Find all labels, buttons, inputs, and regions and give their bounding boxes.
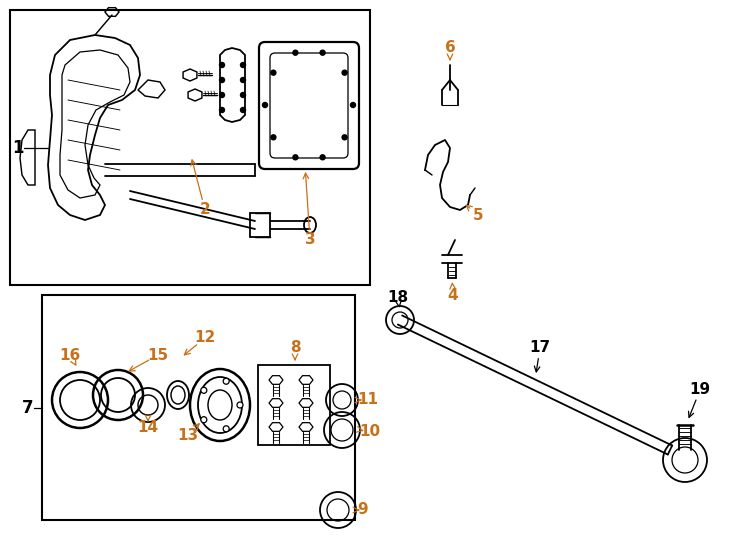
- Circle shape: [293, 155, 298, 160]
- Text: 13: 13: [178, 428, 199, 442]
- Circle shape: [271, 70, 276, 75]
- Text: 2: 2: [200, 202, 211, 218]
- Bar: [42, 295, 355, 520]
- Text: 12: 12: [195, 330, 216, 346]
- Text: 18: 18: [388, 291, 409, 306]
- Text: 17: 17: [529, 341, 550, 355]
- Circle shape: [223, 426, 229, 432]
- Bar: [10, 10, 370, 285]
- Text: 16: 16: [59, 348, 81, 362]
- Text: 3: 3: [305, 233, 316, 247]
- Text: 10: 10: [360, 424, 380, 440]
- Circle shape: [241, 92, 245, 98]
- Circle shape: [223, 378, 229, 384]
- Circle shape: [241, 107, 245, 112]
- Circle shape: [219, 107, 225, 112]
- Bar: [250, 213, 270, 237]
- Circle shape: [201, 417, 207, 423]
- Circle shape: [293, 50, 298, 55]
- Text: 1: 1: [12, 139, 23, 157]
- Text: 15: 15: [148, 348, 169, 362]
- Circle shape: [351, 103, 355, 107]
- Text: 6: 6: [445, 40, 455, 56]
- Text: 4: 4: [448, 287, 458, 302]
- Text: 7: 7: [22, 399, 34, 417]
- Circle shape: [320, 50, 325, 55]
- Text: 9: 9: [357, 503, 368, 517]
- Circle shape: [320, 155, 325, 160]
- Circle shape: [271, 135, 276, 140]
- Text: 19: 19: [689, 382, 711, 397]
- Circle shape: [342, 135, 347, 140]
- Text: 8: 8: [290, 341, 300, 355]
- Text: 11: 11: [357, 393, 379, 408]
- Circle shape: [237, 402, 243, 408]
- Text: 14: 14: [137, 421, 159, 435]
- Circle shape: [342, 70, 347, 75]
- Circle shape: [219, 78, 225, 83]
- Circle shape: [219, 63, 225, 68]
- Circle shape: [241, 78, 245, 83]
- Bar: [258, 365, 330, 445]
- Circle shape: [241, 63, 245, 68]
- Circle shape: [201, 387, 207, 393]
- Circle shape: [263, 103, 267, 107]
- Circle shape: [219, 92, 225, 98]
- Text: 5: 5: [473, 207, 483, 222]
